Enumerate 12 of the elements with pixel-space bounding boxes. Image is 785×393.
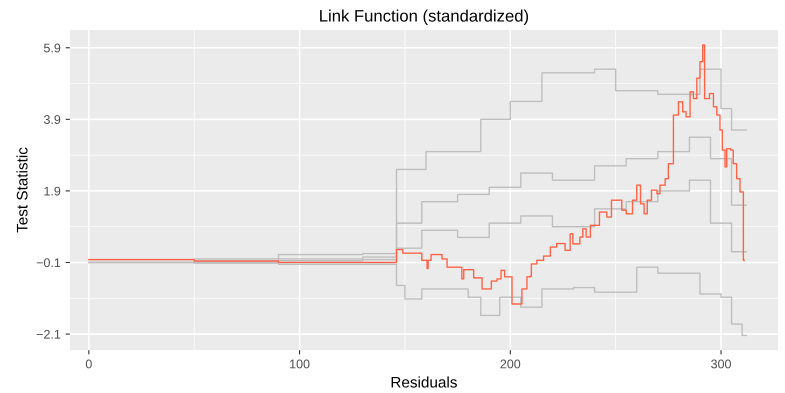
y-tick-label: −0.1 (36, 258, 60, 268)
chart-title: Link Function (standardized) (320, 9, 528, 25)
x-tick-label: 0 (86, 360, 92, 368)
x-tick-label: 300 (711, 360, 731, 368)
x-axis-title: Residuals (392, 376, 457, 388)
y-tick-label: −2.1 (36, 330, 60, 339)
y-tick-label: 3.9 (44, 115, 60, 124)
x-tick-label: 200 (500, 360, 520, 368)
y-tick-label: 1.9 (44, 186, 60, 196)
y-tick-label: 5.9 (44, 44, 60, 52)
x-tick-label: 100 (290, 360, 310, 368)
y-axis-title: Test Statistic (16, 148, 28, 233)
